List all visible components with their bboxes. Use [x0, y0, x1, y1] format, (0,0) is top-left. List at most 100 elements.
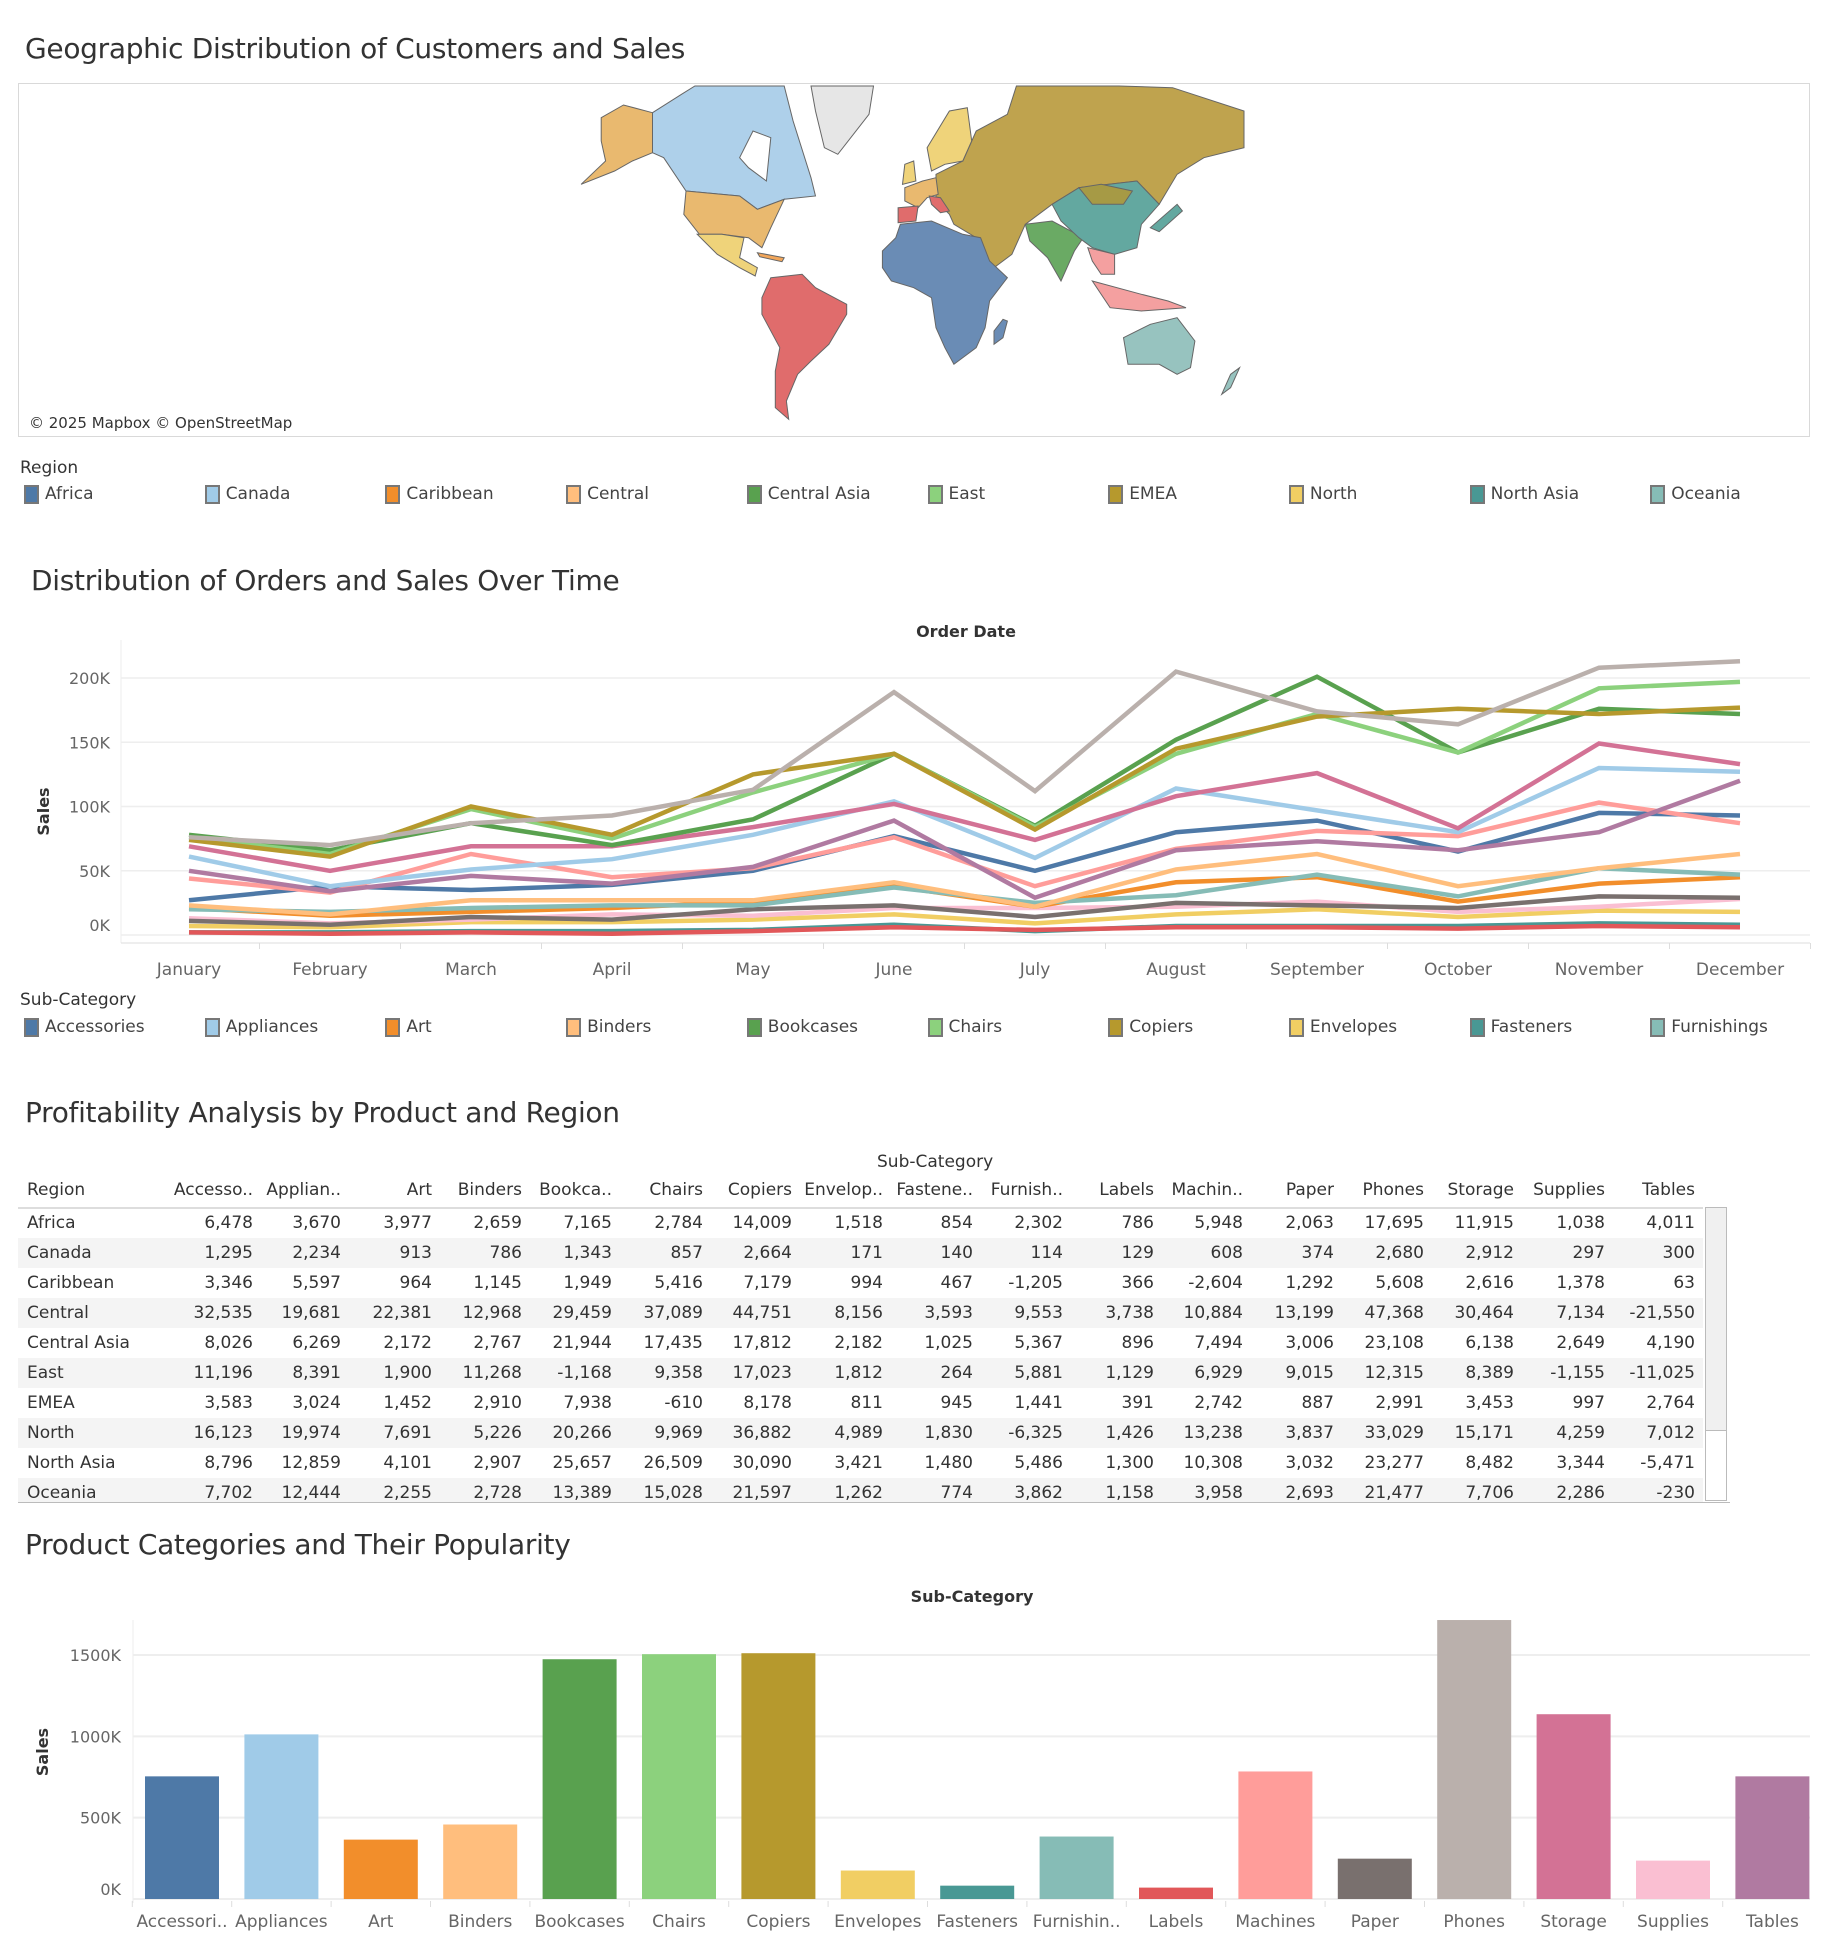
column-header[interactable]: Envelop..: [804, 1180, 883, 1200]
column-header[interactable]: Paper: [1285, 1180, 1334, 1200]
bar-bookcases[interactable]: [542, 1659, 617, 1899]
map-region-mongolia[interactable]: [1077, 183, 1134, 205]
map-region-uk[interactable]: [901, 160, 917, 185]
region-legend-item[interactable]: Central Asia: [746, 484, 871, 504]
column-header[interactable]: Supplies: [1533, 1180, 1605, 1200]
column-header[interactable]: Bookca..: [539, 1180, 612, 1200]
bar-chart[interactable]: 0K 500K 1000K 1500K Sub-Category Sales Accesso…: [0, 1580, 1824, 1949]
map-region-alaska[interactable]: [580, 104, 653, 185]
column-header[interactable]: Binders: [457, 1180, 522, 1200]
map-region-japan[interactable]: [1149, 203, 1184, 233]
map-attribution[interactable]: © 2025 Mapbox © OpenStreetMap: [25, 413, 297, 433]
map-region-canada[interactable]: [652, 85, 817, 210]
bar-art[interactable]: [343, 1839, 418, 1899]
map-region-africa[interactable]: [881, 220, 1009, 366]
column-header[interactable]: Labels: [1099, 1180, 1154, 1200]
region-legend-item[interactable]: Canada: [204, 484, 290, 504]
column-header[interactable]: Applian..: [266, 1180, 341, 1200]
region-legend-item[interactable]: Oceania: [1650, 484, 1741, 504]
bar-accessori[interactable]: [145, 1776, 219, 1899]
map-region-usa[interactable]: [683, 190, 786, 249]
bar-copiers[interactable]: [741, 1653, 816, 1899]
bar-phones[interactable]: [1437, 1620, 1512, 1899]
subcategory-legend-item[interactable]: Chairs: [927, 1017, 1002, 1037]
table-vertical-scrollbar[interactable]: [1705, 1207, 1727, 1501]
region-legend-item[interactable]: East: [927, 484, 985, 504]
map-region-madagascar[interactable]: [993, 318, 1008, 346]
line-series-binders[interactable]: [188, 851, 1741, 917]
region-legend-item[interactable]: Central: [566, 484, 649, 504]
world-map[interactable]: © 2025 Mapbox © OpenStreetMap: [18, 83, 1810, 437]
column-header[interactable]: Art: [406, 1180, 432, 1200]
bar-supplies[interactable]: [1636, 1860, 1710, 1899]
subcategory-legend-item[interactable]: Copiers: [1108, 1017, 1193, 1037]
map-region-new-zealand[interactable]: [1220, 366, 1241, 396]
map-canvas[interactable]: [19, 84, 1810, 437]
region-column-header[interactable]: Region: [27, 1180, 86, 1200]
bar-envelopes[interactable]: [840, 1870, 915, 1899]
bar-labels[interactable]: [1139, 1887, 1213, 1899]
subcategory-legend-item[interactable]: Bookcases: [746, 1017, 858, 1037]
subcategory-legend-item[interactable]: Fasteners: [1469, 1017, 1572, 1037]
map-region-australia[interactable]: [1122, 317, 1196, 375]
map-region-southeast-asia[interactable]: [1087, 246, 1116, 275]
map-region-caribbean[interactable]: [756, 252, 785, 263]
region-legend-item[interactable]: Caribbean: [385, 484, 494, 504]
map-region-scandinavia[interactable]: [926, 107, 973, 172]
map-region-france[interactable]: [904, 177, 939, 209]
subcategory-legend-item[interactable]: Binders: [566, 1017, 651, 1037]
column-header[interactable]: Storage: [1447, 1180, 1514, 1200]
map-region-greenland[interactable]: [810, 85, 875, 155]
map-region-spain[interactable]: [897, 205, 919, 224]
line-series-paper[interactable]: [188, 894, 1741, 927]
subcategory-legend-item[interactable]: Envelopes: [1288, 1017, 1397, 1037]
line-series-appliances[interactable]: [188, 765, 1741, 889]
bar-binders[interactable]: [443, 1824, 518, 1899]
subcategory-legend-item[interactable]: Accessories: [24, 1017, 145, 1037]
line-series-tables[interactable]: [188, 778, 1741, 901]
map-region-indonesia[interactable]: [1091, 280, 1187, 312]
column-header[interactable]: Tables: [1642, 1180, 1695, 1200]
map-region-italy[interactable]: [928, 195, 951, 214]
bar-x-tick-label: Chairs: [652, 1912, 706, 1932]
bar-appliances[interactable]: [244, 1734, 319, 1899]
column-header[interactable]: Furnish..: [990, 1180, 1063, 1200]
profit-cell: 1,900: [383, 1363, 432, 1383]
map-region-south-america[interactable]: [761, 273, 848, 421]
bar-tables[interactable]: [1735, 1776, 1810, 1899]
line-chart[interactable]: 0K 50K 100K 150K 200K January February March Apr…: [0, 610, 1824, 980]
line-series-phones[interactable]: [188, 659, 1741, 848]
column-header[interactable]: Phones: [1362, 1180, 1424, 1200]
line-series-envelopes[interactable]: [188, 907, 1741, 930]
bar-storage[interactable]: [1536, 1714, 1611, 1899]
bar-paper[interactable]: [1337, 1858, 1412, 1899]
line-series-storage[interactable]: [188, 741, 1741, 874]
region-legend-item[interactable]: North Asia: [1469, 484, 1579, 504]
column-header[interactable]: Copiers: [727, 1180, 792, 1200]
bar-furnishin[interactable]: [1039, 1836, 1114, 1899]
line-series-copiers[interactable]: [188, 705, 1741, 859]
bar-chairs[interactable]: [642, 1654, 716, 1899]
profit-crosstab[interactable]: Region Accesso.. Applian.. Art Binders Bookc…: [18, 1175, 1730, 1503]
bar-fasteners[interactable]: [940, 1885, 1015, 1899]
column-header[interactable]: Fastene..: [896, 1180, 973, 1200]
map-region-india[interactable]: [1024, 220, 1085, 283]
scrollbar-thumb[interactable]: [1706, 1208, 1726, 1431]
region-legend-item[interactable]: North: [1288, 484, 1357, 504]
region-legend-item[interactable]: Africa: [24, 484, 94, 504]
line-series-labels[interactable]: [188, 923, 1741, 936]
line-series-machines[interactable]: [188, 800, 1741, 895]
column-header[interactable]: Accesso..: [173, 1180, 253, 1200]
subcategory-legend-item[interactable]: Appliances: [204, 1017, 318, 1037]
table-row: Central 32,535 19,681 22,381 12,968 29,459 37,…: [18, 1298, 1703, 1328]
column-header[interactable]: Chairs: [649, 1180, 703, 1200]
subcategory-legend-item[interactable]: Furnishings: [1650, 1017, 1768, 1037]
subcategory-legend-item[interactable]: Art: [385, 1017, 432, 1037]
line-x-tick-label: October: [1424, 960, 1492, 980]
profit-cell: 854: [940, 1213, 973, 1233]
map-region-mexico[interactable]: [695, 233, 758, 277]
column-header[interactable]: Machin..: [1171, 1180, 1243, 1200]
map-region-hudson-bay[interactable]: [739, 130, 772, 182]
bar-machines[interactable]: [1238, 1771, 1313, 1899]
region-legend-item[interactable]: EMEA: [1108, 484, 1177, 504]
